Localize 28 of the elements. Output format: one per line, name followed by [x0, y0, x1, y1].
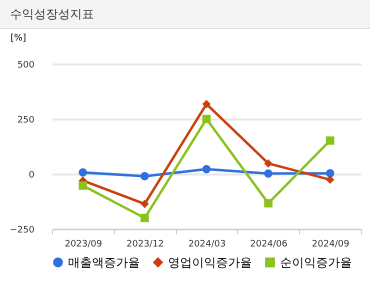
y-tick-label: 500 [17, 60, 35, 70]
point [264, 169, 272, 178]
y-tick-label: 250 [17, 116, 35, 126]
point [78, 181, 88, 190]
x-tick-label: 2023/09 [64, 240, 102, 250]
point [264, 199, 272, 208]
point [140, 200, 149, 208]
point [202, 100, 211, 108]
point [264, 159, 272, 168]
x-tick-label: 2024/03 [188, 240, 226, 250]
point [326, 136, 334, 145]
x-tick-label: 2024/09 [312, 240, 350, 250]
chart-title: 수익성장성지표 [0, 0, 370, 29]
y-tick-label: −250 [10, 226, 35, 236]
point [140, 214, 149, 222]
point [78, 168, 88, 177]
legend-label: 매출액증가율 [68, 255, 140, 270]
point [140, 172, 149, 180]
x-tick-label: 2023/12 [126, 240, 164, 250]
point [202, 164, 211, 174]
legend-label: 순이익증가율 [280, 255, 352, 270]
point [326, 169, 334, 178]
y-tick-label: 0 [28, 170, 35, 180]
y-axis-title: [%] [10, 34, 26, 44]
legend-label: 영업이익증가율 [168, 255, 252, 270]
x-tick-label: 2024/06 [250, 240, 288, 250]
point [326, 176, 334, 184]
point [202, 114, 211, 124]
